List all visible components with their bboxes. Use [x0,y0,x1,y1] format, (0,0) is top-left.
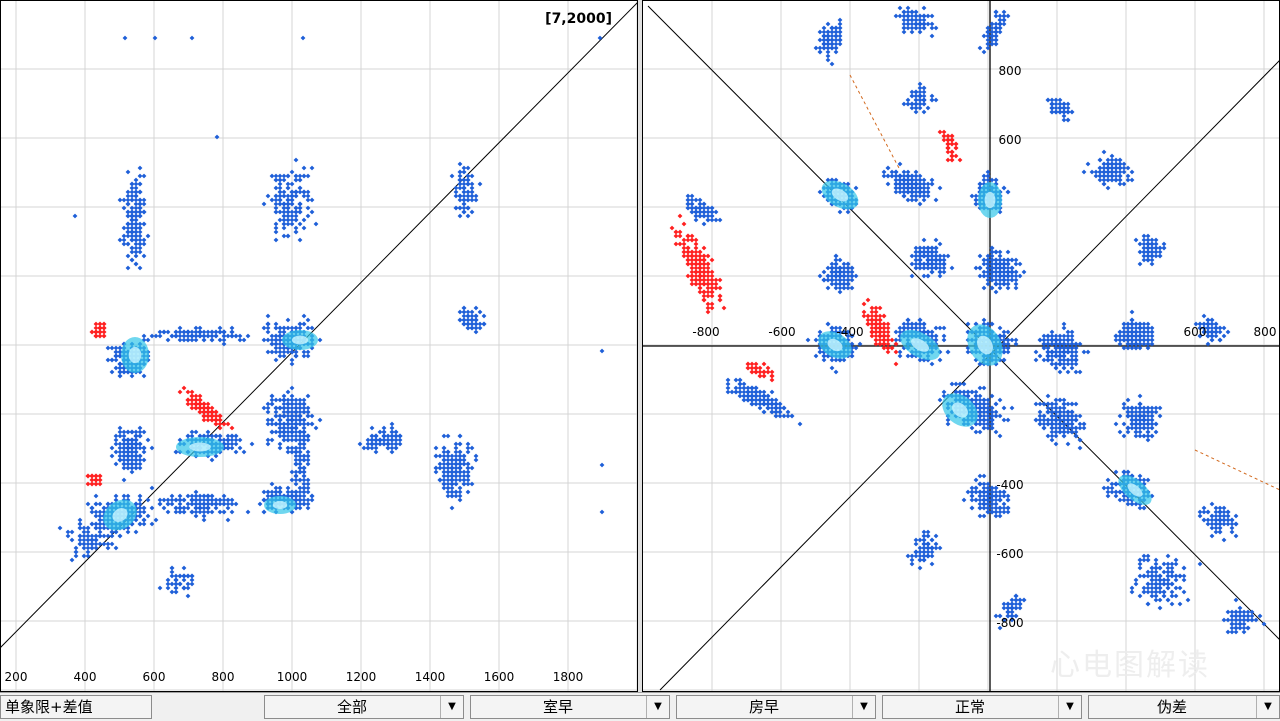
filter-dropdown-pvc[interactable]: 室早 ▼ [470,695,670,719]
x-tick-label: 1600 [484,670,515,684]
scatter-plots: [7,2000] 200 400 600 800 1000 1200 1400 1600 180… [0,0,1280,692]
left-x-axis: 200 400 600 800 1000 1200 1400 1600 1800 [5,670,584,684]
panel-divider[interactable] [638,0,642,692]
x-tick-label: 1400 [415,670,446,684]
left-plot[interactable]: [7,2000] 200 400 600 800 1000 1200 1400 1600 180… [0,0,639,692]
filter-dropdown-artifact[interactable]: 伪差 ▼ [1088,695,1280,719]
x-tick-label: -800 [692,325,719,339]
y-tick-label: -400 [996,478,1023,492]
dropdown-label: 正常 [954,698,985,716]
x-tick-label: 800 [212,670,235,684]
y-tick-label: 600 [999,133,1022,147]
filter-dropdown-normal[interactable]: 正常 ▼ [882,695,1082,719]
filter-dropdown-pac[interactable]: 房早 ▼ [676,695,876,719]
x-tick-label: 800 [1254,325,1277,339]
watermark: 心电图解读 [1050,648,1210,683]
dropdown-label: 室早 [542,698,573,716]
chevron-down-icon[interactable]: ▼ [1058,696,1081,718]
y-tick-label: 800 [999,64,1022,78]
x-tick-label: 600 [143,670,166,684]
dropdown-label: 伪差 [1156,698,1187,716]
x-tick-label: 200 [5,670,28,684]
right-points [669,5,1267,635]
x-tick-label: 1800 [553,670,584,684]
y-tick-label: -600 [996,547,1023,561]
left-identity-line [0,1,639,649]
x-tick-label: 1200 [346,670,377,684]
left-points [57,35,605,599]
left-grid [0,0,638,692]
corner-label: [7,2000] [545,11,612,27]
x-tick-label: -600 [768,325,795,339]
right-diag-1 [647,5,1280,641]
chevron-down-icon[interactable]: ▼ [1256,696,1279,718]
x-tick-label: 400 [74,670,97,684]
filter-dropdown-all[interactable]: 全部 ▼ [264,695,464,719]
filter-toolbar: 单象限+差值 全部 ▼ 室早 ▼ 房早 ▼ 正常 ▼ 伪差 ▼ [0,692,1280,721]
right-plot[interactable]: -800 -600 -400 600 800 800 600 -400 -600 -800 [642,0,1280,692]
right-axis-labels: -800 -600 -400 600 800 800 600 -400 -600 -800 [692,64,1276,630]
x-tick-label: -400 [836,325,863,339]
dropdown-label: 房早 [748,698,779,716]
trend-line-lower [1194,449,1280,491]
chevron-down-icon[interactable]: ▼ [852,696,875,718]
quadrant-diff-button[interactable]: 单象限+差值 [0,695,152,719]
chevron-down-icon[interactable]: ▼ [646,696,669,718]
chevron-down-icon[interactable]: ▼ [440,696,463,718]
quadrant-diff-label: 单象限+差值 [5,698,93,716]
x-tick-label: 1000 [277,670,308,684]
dropdown-label: 全部 [336,698,367,716]
y-tick-label: -800 [996,616,1023,630]
x-tick-label: 600 [1184,325,1207,339]
right-diag-2 [659,59,1280,691]
